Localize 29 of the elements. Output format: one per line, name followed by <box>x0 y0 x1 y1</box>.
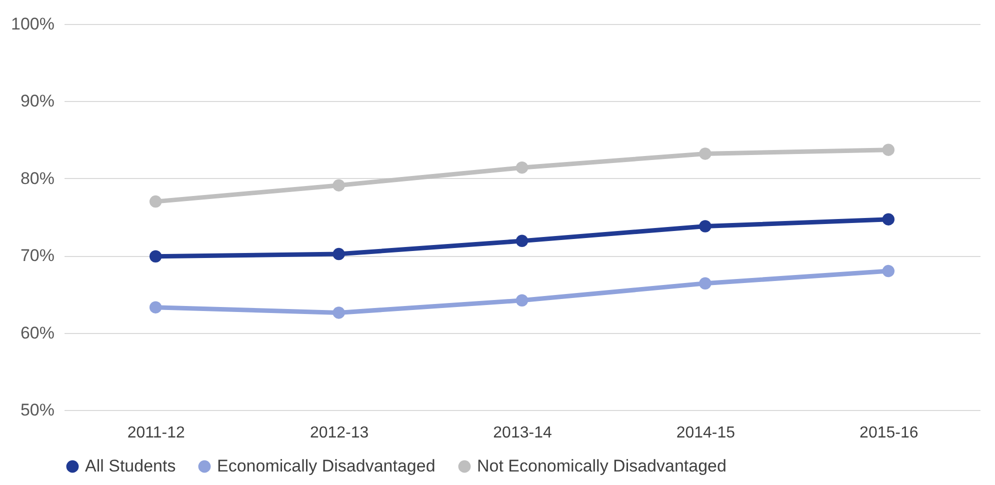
point <box>516 234 528 248</box>
x-tick-label: 2012-13 <box>310 424 369 442</box>
point <box>882 213 895 226</box>
y-tick-label: 50% <box>20 400 54 420</box>
point <box>149 301 162 314</box>
y-tick-label: 80% <box>20 168 54 188</box>
point <box>332 179 345 192</box>
point <box>699 277 712 290</box>
x-tick-label: 2014-15 <box>676 424 736 442</box>
legend-label: Economically Disadvantaged <box>217 456 436 476</box>
y-tick-label: 100% <box>11 14 54 34</box>
y-tick-label: 90% <box>20 92 54 111</box>
y-tick-label: 70% <box>20 246 54 266</box>
x-tick-label: 2011-12 <box>127 424 185 442</box>
point <box>332 306 345 319</box>
point <box>149 195 162 208</box>
point <box>882 264 895 278</box>
y-tick-label: 60% <box>20 323 54 342</box>
point <box>699 220 712 232</box>
point <box>882 144 895 156</box>
point <box>516 161 528 174</box>
point <box>516 294 528 306</box>
point <box>332 248 345 260</box>
legend-label: Not Economically Disadvantaged <box>477 456 726 476</box>
x-tick-label: 2013-14 <box>493 424 552 442</box>
point <box>149 250 162 262</box>
x-tick-label: 2015-16 <box>860 424 918 442</box>
legend-label: All Students <box>85 456 176 476</box>
point <box>699 148 712 160</box>
